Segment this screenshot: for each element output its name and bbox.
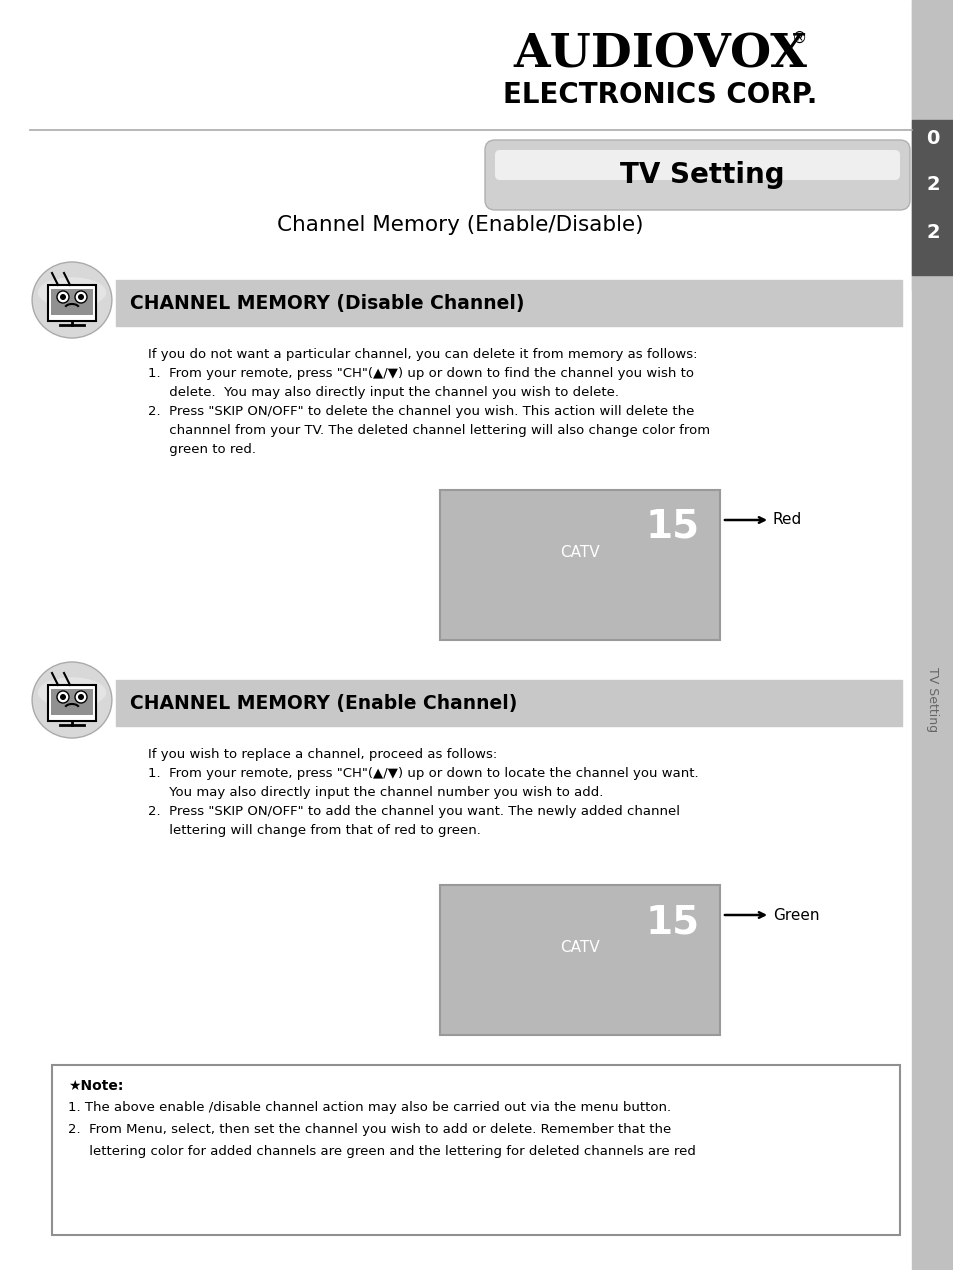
Text: TV Setting: TV Setting: [925, 668, 939, 733]
Text: TV Setting: TV Setting: [619, 161, 784, 189]
Text: channnel from your TV. The deleted channel lettering will also change color from: channnel from your TV. The deleted chann…: [148, 424, 709, 437]
Bar: [911, 0, 953, 290]
Text: ®: ®: [792, 30, 807, 46]
Text: 15: 15: [645, 508, 700, 546]
Text: 2.  Press "SKIP ON/OFF" to add the channel you want. The newly added channel: 2. Press "SKIP ON/OFF" to add the channe…: [148, 805, 679, 818]
Bar: [48, 685, 96, 721]
Text: ★Note:: ★Note:: [68, 1080, 123, 1093]
Text: delete.  You may also directly input the channel you wish to delete.: delete. You may also directly input the …: [148, 386, 618, 399]
Ellipse shape: [38, 277, 106, 307]
Text: CHANNEL MEMORY (Disable Channel): CHANNEL MEMORY (Disable Channel): [130, 293, 524, 312]
Bar: [51, 290, 92, 315]
Text: lettering color for added channels are green and the lettering for deleted chann: lettering color for added channels are g…: [68, 1146, 695, 1158]
FancyBboxPatch shape: [484, 140, 909, 210]
Text: You may also directly input the channel number you wish to add.: You may also directly input the channel …: [148, 786, 602, 799]
Text: 2: 2: [925, 175, 939, 194]
Bar: [439, 490, 720, 640]
Text: 2: 2: [925, 222, 939, 241]
Text: If you wish to replace a channel, proceed as follows:: If you wish to replace a channel, procee…: [148, 748, 497, 761]
Text: 1.  From your remote, press "CH"(▲/▼) up or down to find the channel you wish to: 1. From your remote, press "CH"(▲/▼) up …: [148, 367, 693, 380]
Bar: [911, 0, 953, 1270]
Text: 1. The above enable /disable channel action may also be carried out via the menu: 1. The above enable /disable channel act…: [68, 1101, 670, 1114]
Text: Green: Green: [772, 908, 819, 922]
Circle shape: [75, 691, 87, 704]
Circle shape: [60, 693, 66, 700]
Ellipse shape: [38, 677, 106, 707]
Bar: [48, 284, 96, 321]
Text: green to red.: green to red.: [148, 443, 255, 456]
Circle shape: [57, 691, 69, 704]
FancyBboxPatch shape: [495, 150, 899, 180]
Bar: [51, 690, 92, 715]
Circle shape: [57, 291, 69, 304]
Bar: [439, 885, 720, 1035]
Bar: [52, 1066, 899, 1234]
Circle shape: [78, 293, 84, 300]
Text: CHANNEL MEMORY (Enable Channel): CHANNEL MEMORY (Enable Channel): [130, 693, 517, 712]
Circle shape: [60, 293, 66, 300]
Circle shape: [78, 693, 84, 700]
Ellipse shape: [32, 662, 112, 738]
Text: CATV: CATV: [559, 545, 599, 560]
Ellipse shape: [32, 262, 112, 338]
Text: 2.  Press "SKIP ON/OFF" to delete the channel you wish. This action will delete : 2. Press "SKIP ON/OFF" to delete the cha…: [148, 405, 694, 418]
Text: 15: 15: [645, 903, 700, 941]
Bar: [116, 679, 901, 726]
Text: 2.  From Menu, select, then set the channel you wish to add or delete. Remember : 2. From Menu, select, then set the chann…: [68, 1123, 671, 1135]
Text: Red: Red: [772, 513, 801, 527]
Text: 0: 0: [925, 128, 939, 147]
Text: 1.  From your remote, press "CH"(▲/▼) up or down to locate the channel you want.: 1. From your remote, press "CH"(▲/▼) up …: [148, 767, 698, 780]
Text: If you do not want a particular channel, you can delete it from memory as follow: If you do not want a particular channel,…: [148, 348, 697, 361]
Circle shape: [75, 291, 87, 304]
Text: CATV: CATV: [559, 940, 599, 955]
Text: ELECTRONICS CORP.: ELECTRONICS CORP.: [502, 81, 817, 109]
Text: Channel Memory (Enable/Disable): Channel Memory (Enable/Disable): [276, 215, 642, 235]
Text: AUDIOVOX: AUDIOVOX: [513, 32, 806, 77]
Bar: [116, 279, 901, 326]
Text: lettering will change from that of red to green.: lettering will change from that of red t…: [148, 824, 480, 837]
Bar: [911, 119, 953, 276]
